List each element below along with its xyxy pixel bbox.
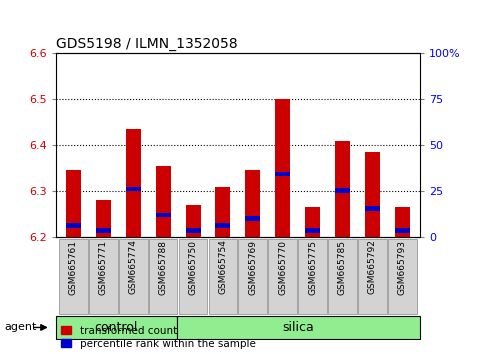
Text: silica: silica — [283, 321, 314, 334]
Bar — [275, 172, 290, 176]
FancyBboxPatch shape — [119, 239, 148, 314]
FancyBboxPatch shape — [328, 239, 357, 314]
Bar — [395, 207, 410, 237]
Bar — [126, 187, 141, 191]
Text: GSM665750: GSM665750 — [188, 240, 198, 295]
Bar — [395, 228, 410, 233]
Text: GSM665761: GSM665761 — [69, 240, 78, 295]
FancyBboxPatch shape — [56, 316, 177, 339]
Bar — [185, 205, 200, 237]
Bar — [215, 187, 230, 237]
Text: GSM665775: GSM665775 — [308, 240, 317, 295]
Text: GSM665771: GSM665771 — [99, 240, 108, 295]
Bar — [365, 206, 380, 211]
FancyBboxPatch shape — [177, 316, 420, 339]
FancyBboxPatch shape — [239, 239, 267, 314]
Bar — [365, 152, 380, 237]
Bar — [66, 223, 81, 228]
Bar — [275, 99, 290, 237]
Text: GSM665770: GSM665770 — [278, 240, 287, 295]
Text: GSM665754: GSM665754 — [218, 240, 227, 295]
Bar — [66, 170, 81, 237]
Text: GSM665774: GSM665774 — [129, 240, 138, 295]
Text: GSM665792: GSM665792 — [368, 240, 377, 295]
Bar — [215, 223, 230, 228]
Bar — [126, 129, 141, 237]
FancyBboxPatch shape — [298, 239, 327, 314]
Bar — [156, 213, 170, 217]
FancyBboxPatch shape — [269, 239, 297, 314]
FancyBboxPatch shape — [209, 239, 237, 314]
Bar — [305, 228, 320, 233]
Text: agent: agent — [5, 322, 37, 332]
Bar — [305, 207, 320, 237]
FancyBboxPatch shape — [179, 239, 207, 314]
FancyBboxPatch shape — [89, 239, 118, 314]
Text: GSM665769: GSM665769 — [248, 240, 257, 295]
Bar — [185, 228, 200, 233]
Bar — [156, 166, 170, 237]
Bar — [335, 141, 350, 237]
Bar — [245, 216, 260, 221]
FancyBboxPatch shape — [358, 239, 387, 314]
FancyBboxPatch shape — [59, 239, 88, 314]
Legend: transformed count, percentile rank within the sample: transformed count, percentile rank withi… — [61, 326, 256, 349]
Bar — [96, 200, 111, 237]
Text: GDS5198 / ILMN_1352058: GDS5198 / ILMN_1352058 — [56, 37, 237, 51]
Text: GSM665793: GSM665793 — [398, 240, 407, 295]
Bar — [245, 170, 260, 237]
FancyBboxPatch shape — [149, 239, 177, 314]
Bar — [96, 228, 111, 233]
Text: GSM665785: GSM665785 — [338, 240, 347, 295]
Text: GSM665788: GSM665788 — [158, 240, 168, 295]
Text: control: control — [95, 321, 138, 334]
Bar — [335, 188, 350, 193]
FancyBboxPatch shape — [388, 239, 417, 314]
